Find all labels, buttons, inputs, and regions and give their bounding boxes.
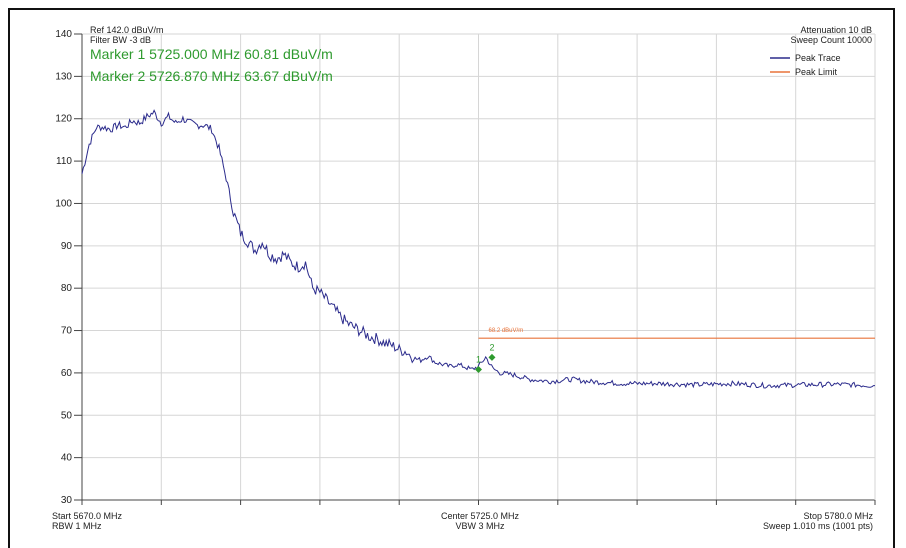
- peak-limit-label: 68.2 dBuV/m: [489, 328, 524, 334]
- legend: Peak Trace Peak Limit: [770, 53, 841, 77]
- center-frequency: Center 5725.0 MHz: [440, 511, 520, 521]
- sweep-count: Sweep Count 10000: [790, 35, 872, 45]
- vbw: VBW 3 MHz: [455, 521, 505, 531]
- y-tick-label: 70: [61, 326, 73, 337]
- filter-bw: Filter BW -3 dB: [90, 35, 152, 45]
- y-tick-label: 60: [61, 368, 73, 379]
- y-tick-label: 30: [61, 495, 73, 506]
- attenuation: Attenuation 10 dB: [800, 25, 872, 35]
- y-tick-labels: 30 40 50 60 70 80 90 100 110 120 130 140: [55, 29, 72, 506]
- y-tick-label: 130: [55, 71, 72, 82]
- stop-frequency: Stop 5780.0 MHz: [803, 511, 873, 521]
- sweep-time: Sweep 1.010 ms (1001 pts): [762, 521, 873, 531]
- analyzer-frame: [8, 8, 895, 548]
- y-tick-label: 80: [61, 283, 73, 294]
- marker-2-point: [488, 353, 496, 361]
- peak-limit-line: 68.2 dBuV/m: [478, 328, 875, 339]
- y-tick-label: 100: [55, 198, 72, 209]
- start-frequency: Start 5670.0 MHz: [52, 511, 123, 521]
- marker-1-readout: Marker 1 5725.000 MHz 60.81 dBuV/m: [90, 46, 333, 62]
- marker-1-point: [475, 365, 482, 373]
- y-tick-label: 40: [61, 453, 73, 464]
- y-tick-label: 50: [61, 410, 73, 421]
- y-tick-label: 120: [55, 114, 72, 125]
- y-tick-label: 110: [56, 156, 72, 167]
- rbw: RBW 1 MHz: [52, 521, 102, 531]
- ref-level: Ref 142.0 dBuV/m: [90, 25, 164, 35]
- marker-2-readout: Marker 2 5726.870 MHz 63.67 dBuV/m: [90, 68, 333, 84]
- peak-trace: [81, 109, 875, 389]
- legend-label: Peak Trace: [795, 53, 841, 63]
- marker-2-label: 2: [489, 342, 494, 352]
- y-tick-label: 140: [55, 29, 72, 40]
- y-tick-label: 90: [61, 241, 73, 252]
- marker-1-label: 1: [476, 354, 481, 364]
- grid: [74, 33, 876, 505]
- peak-trace-line: [81, 109, 875, 389]
- spectrum-plot: 30 40 50 60 70 80 90 100 110 120 130 140 68.2 dBuV/…: [55, 29, 876, 506]
- legend-label: Peak Limit: [795, 67, 838, 77]
- markers: 12: [475, 342, 496, 373]
